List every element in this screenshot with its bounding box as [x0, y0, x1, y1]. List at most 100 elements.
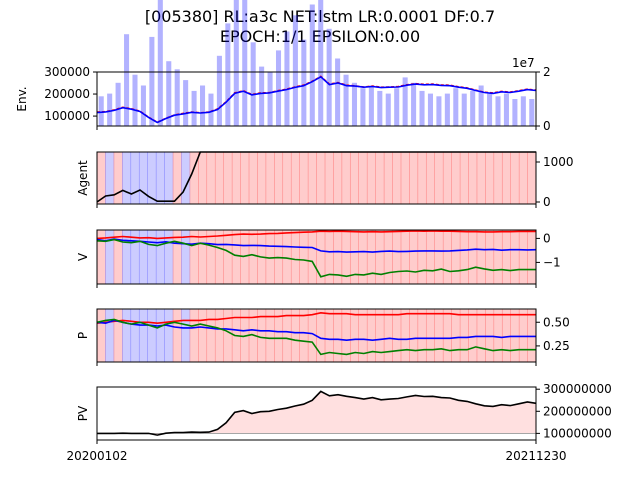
volume-bar-16: [233, 0, 239, 127]
volume-bar-27: [326, 28, 332, 126]
value-ylabel: V: [76, 252, 90, 261]
env-frame: [96, 71, 537, 127]
agent-action-33: [375, 152, 385, 204]
volume-bar-8: [166, 61, 172, 127]
value-bg-32: [367, 230, 376, 284]
value-bg-41: [443, 230, 452, 284]
policy-bg-11: [189, 309, 199, 362]
volume-bar-33: [377, 90, 383, 126]
xaxis-start-label: 20200102: [66, 449, 127, 463]
agent-action-8: [164, 152, 174, 204]
volume-bar-14: [216, 55, 222, 126]
policy-bg-28: [333, 309, 343, 362]
env-ytick-0-label: 300000: [44, 65, 90, 79]
value-bg-5: [139, 230, 148, 284]
volume-bar-29: [343, 74, 349, 126]
agent-action-17: [240, 152, 250, 204]
agent-y2tick-1-label: 0: [543, 195, 551, 209]
policy-bg-38: [417, 309, 427, 362]
pv-y2tick-2-label: 100000000: [543, 426, 612, 440]
policy-bg-27: [324, 309, 334, 362]
policy-bg-1: [105, 309, 115, 362]
volume-bar-2: [115, 82, 121, 126]
value-bg-38: [417, 230, 427, 284]
title-line-1: [005380] RL:a3c NET:lstm LR:0.0001 DF:0.…: [144, 7, 496, 26]
volume-bar-36: [402, 77, 408, 126]
pv-frame: [96, 386, 537, 441]
agent-action-38: [417, 152, 427, 204]
policy-series-1: [96, 319, 536, 342]
policy-bg-20: [265, 309, 275, 362]
policy-bg-22: [282, 309, 292, 362]
value-bg-25: [308, 230, 317, 284]
agent-action-18: [248, 152, 258, 204]
volume-bar-20: [267, 72, 273, 126]
policy-bg-45: [476, 309, 486, 362]
policy-bg-37: [409, 309, 419, 362]
agent-action-10: [181, 152, 191, 204]
volume-bar-5: [140, 85, 146, 126]
volume-bar-51: [529, 99, 535, 126]
volume-bar-45: [478, 85, 484, 126]
value-bg-28: [333, 230, 343, 284]
policy-bg-7: [156, 309, 165, 362]
value-bg-1: [105, 230, 115, 284]
agent-action-19: [257, 152, 267, 204]
agent-action-44: [468, 152, 478, 204]
value-bg-18: [248, 230, 258, 284]
agent-action-2: [113, 152, 123, 204]
agent-action-1: [105, 152, 115, 204]
volume-bar-30: [351, 82, 358, 126]
policy-bg-51: [527, 309, 537, 362]
env-series-1: [96, 75, 537, 124]
value-y2tick-1-label: −1: [543, 255, 561, 269]
agent-action-7: [156, 152, 165, 204]
volume-bar-46: [487, 93, 493, 126]
agent-action-21: [274, 152, 284, 204]
agent-action-12: [198, 152, 208, 204]
xaxis-end-label: 20211230: [505, 449, 566, 463]
policy-bg-46: [485, 309, 495, 362]
volume-bar-3: [124, 34, 130, 127]
volume-bar-24: [301, 39, 307, 126]
agent-action-3: [122, 152, 132, 204]
agent-action-41: [443, 152, 452, 204]
policy-bg-30: [350, 309, 360, 362]
policy-bg-12: [198, 309, 208, 362]
chart-title: [005380] RL:a3c NET:lstm LR:0.0001 DF:0.…: [0, 7, 640, 47]
volume-bar-18: [250, 42, 256, 126]
volume-bar-35: [394, 88, 400, 126]
volume-bar-47: [495, 96, 501, 126]
volume-bar-13: [208, 93, 214, 126]
volume-bar-40: [436, 96, 442, 126]
env-y2tick-1-label: 0: [543, 119, 551, 133]
value-bg-3: [122, 230, 132, 284]
policy-bg-10: [181, 309, 191, 362]
agent-action-20: [265, 152, 275, 204]
agent-action-36: [400, 152, 410, 204]
policy-bg-50: [519, 309, 528, 362]
value-bg-13: [206, 230, 216, 284]
policy-bg-0: [97, 309, 106, 362]
volume-bar-34: [385, 93, 391, 126]
agent-y2tick-0-label: 1000: [543, 155, 574, 169]
value-bg-30: [350, 230, 360, 284]
value-bg-27: [324, 230, 334, 284]
value-bg-44: [468, 230, 478, 284]
value-bg-6: [147, 230, 157, 284]
pv-area: [97, 391, 536, 436]
volume-bar-6: [149, 36, 155, 126]
value-bg-34: [384, 230, 393, 284]
policy-frame: [96, 308, 537, 363]
agent-frame: [96, 151, 537, 205]
volume-bar-37: [411, 82, 417, 126]
agent-action-46: [485, 152, 495, 204]
agent-action-5: [139, 152, 148, 204]
volume-bar-31: [360, 88, 366, 126]
volume-bar-26: [318, 0, 324, 126]
policy-bg-33: [375, 309, 385, 362]
policy-bg-35: [392, 309, 402, 362]
value-frame: [96, 229, 537, 285]
volume-bar-15: [225, 23, 231, 126]
policy-bg-8: [164, 309, 174, 362]
